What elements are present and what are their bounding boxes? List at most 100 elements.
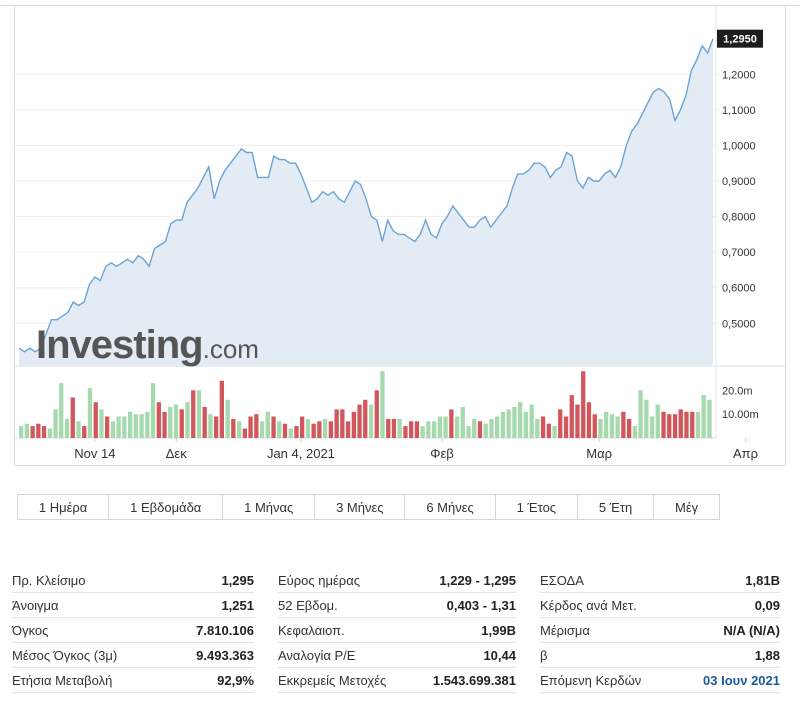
volume-bar (237, 421, 242, 438)
volume-bar (512, 407, 517, 438)
range-button[interactable]: 1 Έτος (496, 495, 578, 519)
volume-bar (317, 421, 322, 438)
volume-bar (162, 411, 167, 438)
volume-bar (546, 423, 551, 438)
volume-bar (36, 423, 41, 438)
volume-bar (460, 407, 465, 438)
volume-bar (632, 426, 637, 438)
stat-value: 0,403 - 1,31 (446, 597, 516, 613)
stat-label: Αναλογία P/E (278, 647, 356, 663)
stats-column-2: Εύρος ημέρας 1,229 - 1,295 52 Εβδομ. 0,403 … (278, 568, 516, 693)
earnings-date-link[interactable]: 03 Ιουν 2021 (703, 672, 780, 688)
time-range-selector: 1 Ημέρα 1 Εβδομάδα 1 Μήνας 3 Μήνες 6 Μήνες 1 … (17, 494, 720, 520)
stat-value: 1,295 (221, 572, 254, 588)
volume-bar (638, 390, 643, 438)
range-button[interactable]: 1 Μήνας (223, 495, 316, 519)
x-tick-label: Απρ (733, 446, 758, 461)
volume-bar (454, 416, 460, 438)
volume-bar (150, 383, 156, 438)
range-button[interactable]: 6 Μήνες (405, 495, 496, 519)
stat-value: 1,81B (745, 572, 780, 588)
volume-bar (242, 428, 247, 438)
chart-frame (14, 5, 786, 466)
range-button[interactable]: 1 Ημέρα (18, 495, 110, 519)
volume-bar (609, 414, 615, 438)
stat-value: 92,9% (217, 672, 254, 688)
stats-column-3: ΕΣΟΔΑ 1,81B Κέρδος ανά Μετ. 0,09 Μέρισμα N/A … (540, 568, 780, 693)
volume-bar (363, 399, 368, 438)
volume-bar (133, 414, 138, 438)
volume-bar (518, 402, 523, 438)
volume-bar (581, 371, 586, 438)
volume-bar (87, 387, 93, 438)
volume-bar (219, 380, 224, 438)
volume-bar (380, 371, 385, 438)
volume-bar (661, 411, 666, 438)
stat-row: Ετήσια Μεταβολή 92,9% (12, 668, 254, 693)
volume-bar (59, 383, 64, 438)
volume-bar (168, 407, 173, 438)
range-button[interactable]: 3 Μήνες (315, 495, 406, 519)
volume-bar (196, 390, 202, 438)
stat-value: N/A (N/A) (723, 622, 780, 638)
stat-row: Όγκος 7.810.106 (12, 618, 254, 643)
volume-bar (225, 399, 230, 438)
volume-bar (334, 409, 339, 438)
volume-bar (374, 390, 379, 438)
volume-bar (403, 426, 408, 438)
x-tick-label: Μαρ (586, 446, 612, 461)
volume-bar (64, 418, 70, 438)
volume-bar (426, 421, 431, 438)
volume-bar (391, 418, 397, 438)
volume-bar (191, 390, 196, 438)
volume-bar (690, 411, 695, 438)
y-tick-label: 0,5000 (722, 318, 756, 330)
volume-bar (575, 404, 580, 438)
volume-bar (414, 421, 420, 438)
volume-bar (397, 418, 402, 438)
volume-bar (328, 421, 333, 438)
volume-tick-label: 20.0m (722, 385, 753, 397)
range-button[interactable]: 5 Έτη (578, 495, 655, 519)
stat-value: 0,09 (754, 597, 780, 613)
stat-row: β 1,88 (540, 643, 780, 668)
volume-bar (432, 421, 437, 438)
volume-bar (627, 418, 632, 438)
range-button[interactable]: Μέγ (675, 499, 699, 515)
price-area (19, 38, 713, 366)
range-button[interactable]: 1 Εβδομάδα (109, 495, 224, 519)
volume-bar (110, 421, 116, 438)
volume-bar (277, 421, 282, 438)
volume-bar (47, 428, 52, 438)
current-price-tag: 1,2950 (717, 29, 763, 48)
volume-bar (41, 426, 47, 438)
volume-bar (621, 411, 626, 438)
volume-bar (24, 423, 29, 438)
stat-value: 10,44 (483, 647, 516, 663)
volume-bar (70, 397, 75, 438)
volume-bar (409, 421, 414, 438)
stat-row: 52 Εβδομ. 0,403 - 1,31 (278, 593, 516, 618)
volume-bar (449, 409, 454, 438)
y-tick-label: 1,0000 (722, 140, 756, 152)
volume-bar (145, 411, 150, 438)
volume-bar (105, 416, 110, 438)
price-line (18, 38, 714, 353)
volume-bar (523, 411, 528, 438)
volume-bar (615, 416, 620, 438)
volume-bar (254, 414, 259, 438)
stat-label: Ετήσια Μεταβολή (12, 672, 113, 688)
price-tag-label: 1,2950 (723, 34, 757, 46)
volume-bar (76, 421, 81, 438)
stat-label: Κέρδος ανά Μετ. (540, 597, 637, 613)
price-chart[interactable]: Investing.com 1,2000 1,1000 1,0000 0,9000 0,… (0, 0, 800, 470)
volume-bar (345, 421, 351, 438)
volume-bar (82, 426, 87, 438)
x-tick-label: Φεβ (430, 446, 454, 461)
volume-bar (529, 404, 534, 438)
stat-value: 7.810.106 (196, 622, 254, 638)
volume-bar (477, 421, 483, 438)
stat-value: 9.493.363 (196, 647, 254, 663)
volume-bar (604, 411, 609, 438)
volume-bar (368, 404, 374, 438)
